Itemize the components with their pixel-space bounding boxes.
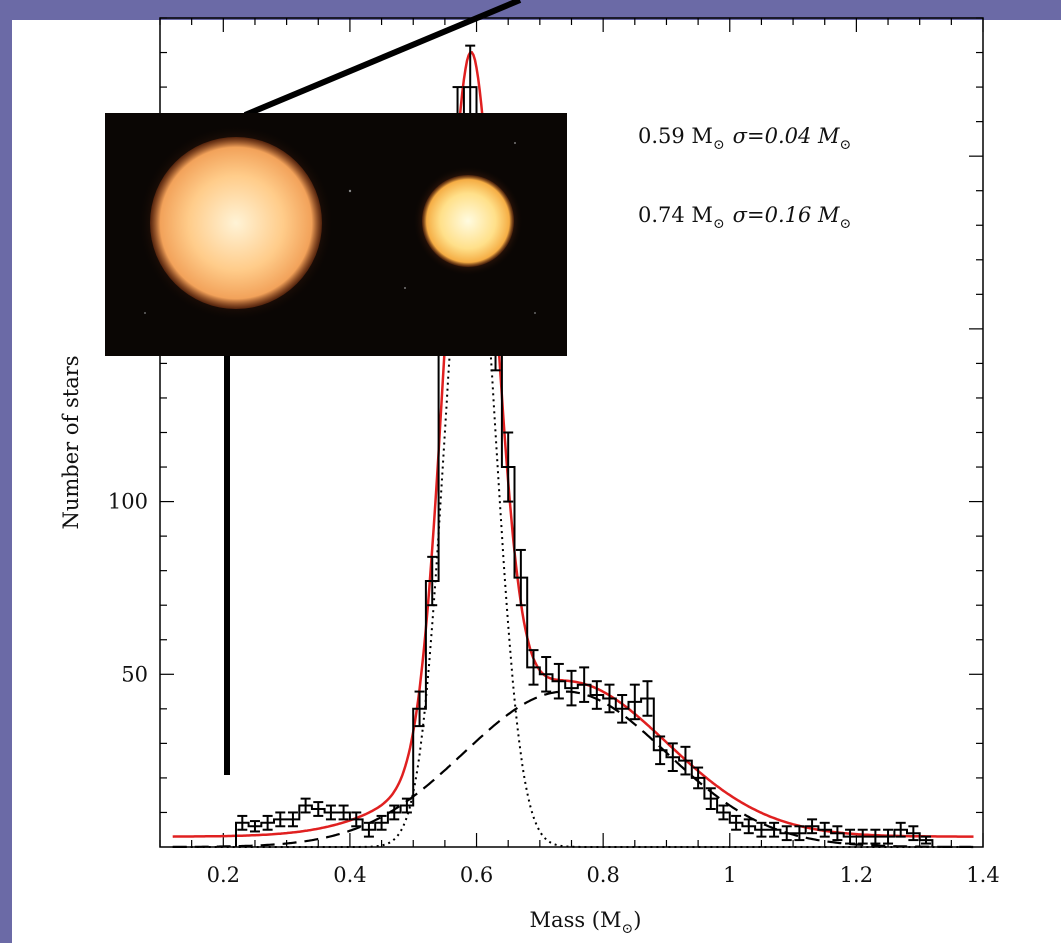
- y-tick-label: 100: [108, 490, 148, 514]
- callout-line-diagonal: [243, 0, 522, 118]
- histogram-steps: [235, 86, 934, 847]
- y-tick-label: 50: [121, 662, 148, 686]
- legend-entry: 0.74 M⊙ σ=0.16 M⊙: [638, 203, 851, 232]
- x-tick-label: 0.2: [207, 863, 240, 887]
- dotted-gaussian-curve: [172, 161, 974, 848]
- y-axis-title: Number of stars: [59, 355, 83, 529]
- x-tick-label: 1: [723, 863, 736, 887]
- x-tick-label: 0.4: [333, 863, 366, 887]
- histogram: [235, 86, 934, 847]
- x-tick-label: 0.6: [460, 863, 493, 887]
- x-tick-label: 1.4: [966, 863, 999, 887]
- dashed-gaussian-curve: [172, 690, 974, 849]
- two-stars-photo-icon: [105, 113, 567, 356]
- x-tick-label: 1.2: [840, 863, 873, 887]
- legend: 0.59 M⊙ σ=0.04 M⊙ 0.74 M⊙ σ=0.16 M⊙: [638, 124, 851, 232]
- x-tick-label: 0.8: [586, 863, 619, 887]
- x-axis-title: Mass (M⊙): [530, 908, 642, 937]
- axis-ticks: [159, 17, 984, 847]
- legend-entry: 0.59 M⊙ σ=0.04 M⊙: [638, 124, 851, 153]
